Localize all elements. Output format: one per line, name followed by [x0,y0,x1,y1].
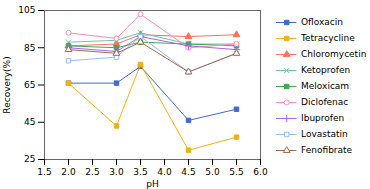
svg-text:6.0: 6.0 [253,167,268,177]
svg-text:Recovery(%): Recovery(%) [2,56,12,113]
svg-text:Meloxicam: Meloxicam [301,81,349,91]
svg-text:105: 105 [18,5,35,15]
svg-text:pH: pH [146,179,158,189]
svg-text:1.5: 1.5 [37,167,51,177]
svg-text:Tetracycline: Tetracycline [300,33,355,43]
svg-text:3.0: 3.0 [109,167,124,177]
svg-text:45: 45 [24,117,35,127]
svg-text:85: 85 [24,43,35,53]
svg-text:Diclofenac: Diclofenac [301,97,348,107]
svg-text:65: 65 [24,80,35,90]
svg-text:25: 25 [24,154,35,164]
svg-text:Ibuprofen: Ibuprofen [301,113,344,123]
svg-text:Fenofibrate: Fenofibrate [301,145,353,155]
svg-text:Ketoprofen: Ketoprofen [301,65,350,75]
svg-text:Lovastatin: Lovastatin [301,129,348,139]
svg-text:4.5: 4.5 [181,167,195,177]
svg-text:4.0: 4.0 [157,167,172,177]
svg-text:5.0: 5.0 [205,167,220,177]
svg-text:Chloromycetin: Chloromycetin [301,49,366,59]
svg-text:3.5: 3.5 [133,167,147,177]
svg-text:5.5: 5.5 [229,167,243,177]
svg-text:2.5: 2.5 [85,167,99,177]
svg-text:2.0: 2.0 [61,167,76,177]
svg-text:Ofloxacin: Ofloxacin [301,17,343,27]
